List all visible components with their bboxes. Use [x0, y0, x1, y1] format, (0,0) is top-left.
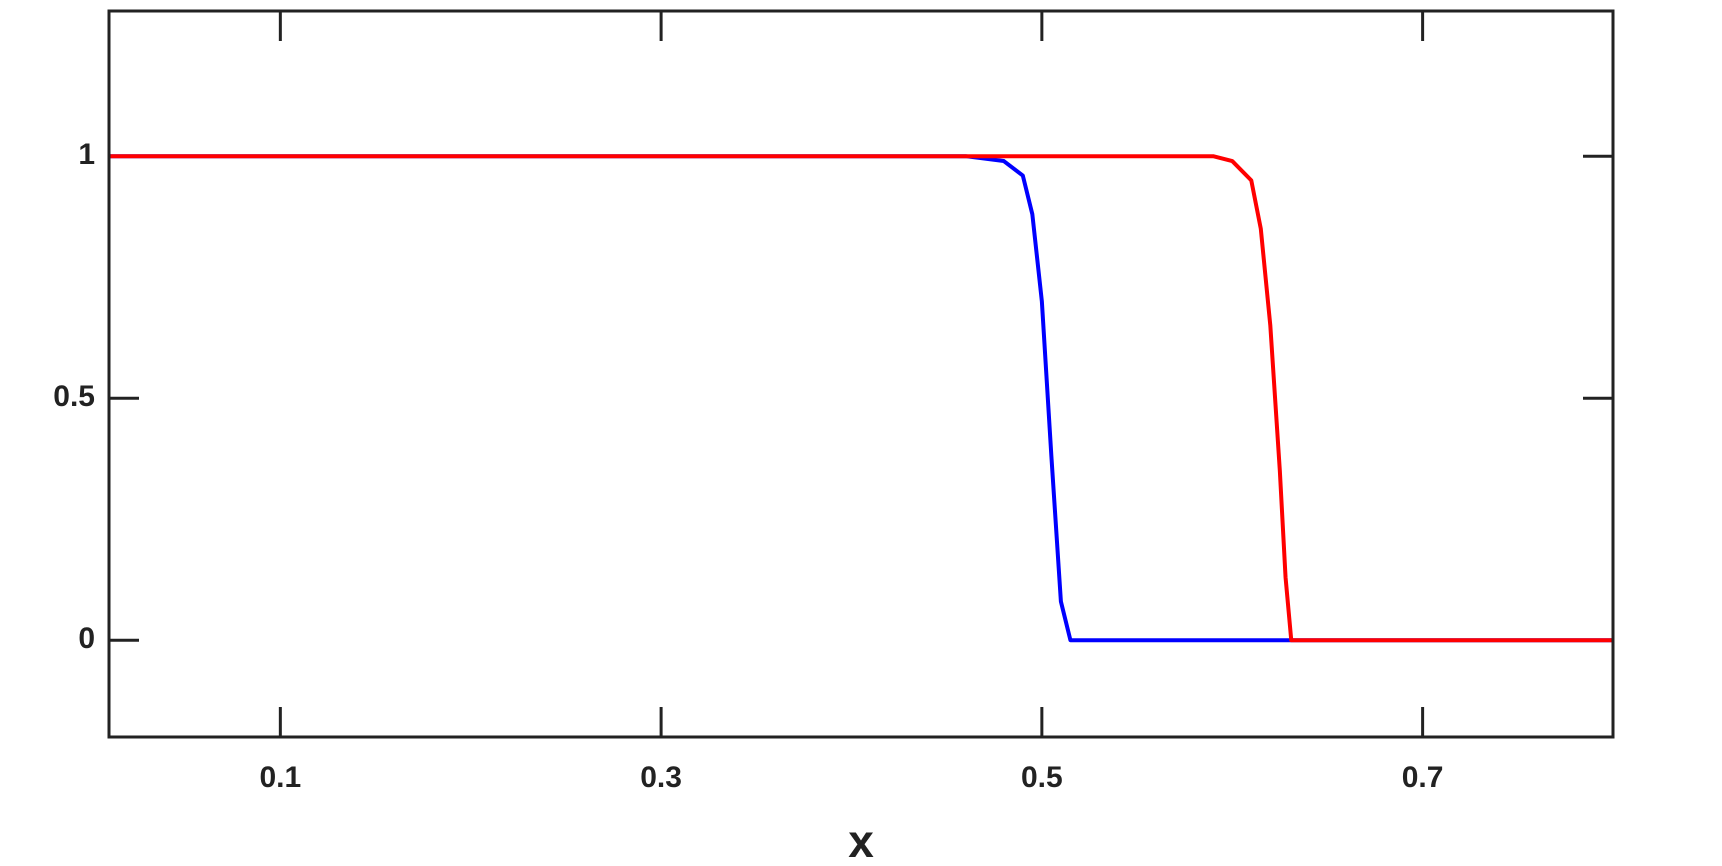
x-tick-label: 0.7 [1402, 761, 1444, 794]
data-line [109, 154, 1613, 643]
x-tick-label: 0.5 [1021, 761, 1063, 794]
y-tick-label: 0 [78, 622, 95, 655]
y-tick-label: 0.5 [53, 380, 95, 413]
x-axis-label: x [848, 815, 874, 866]
data-line [109, 154, 1613, 643]
x-tick-label: 0.3 [640, 761, 682, 794]
plot-frame [107, 9, 1615, 739]
y-tick-label: 1 [78, 138, 95, 171]
x-tick-label: 0.1 [259, 761, 301, 794]
